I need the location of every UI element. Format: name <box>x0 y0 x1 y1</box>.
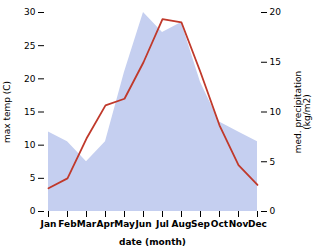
svg-text:Mar: Mar <box>77 219 97 229</box>
svg-text:15: 15 <box>24 107 35 117</box>
svg-text:Dec: Dec <box>248 219 267 229</box>
svg-text:5: 5 <box>270 157 276 167</box>
svg-text:max temp (C): max temp (C) <box>2 81 12 143</box>
svg-text:Aug: Aug <box>172 219 192 229</box>
svg-text:15: 15 <box>270 57 281 67</box>
svg-text:10: 10 <box>24 140 36 150</box>
svg-text:date (month): date (month) <box>119 237 186 247</box>
svg-text:Apr: Apr <box>97 219 115 229</box>
svg-text:May: May <box>114 219 135 229</box>
svg-text:Jun: Jun <box>134 219 151 229</box>
svg-text:30: 30 <box>24 7 36 17</box>
svg-text:med. precipitation(kg/m2): med. precipitation(kg/m2) <box>293 71 312 153</box>
svg-text:Jul: Jul <box>155 219 169 229</box>
svg-text:Sep: Sep <box>191 219 211 229</box>
svg-text:0: 0 <box>30 206 36 216</box>
svg-text:20: 20 <box>24 74 36 84</box>
svg-text:Feb: Feb <box>58 219 77 229</box>
svg-text:Nov: Nov <box>229 219 249 229</box>
svg-text:0: 0 <box>270 206 276 216</box>
svg-text:25: 25 <box>24 41 35 51</box>
svg-text:10: 10 <box>270 107 282 117</box>
svg-text:5: 5 <box>30 173 36 183</box>
svg-text:Oct: Oct <box>211 219 229 229</box>
svg-text:20: 20 <box>270 7 282 17</box>
svg-text:Jan: Jan <box>40 219 57 229</box>
